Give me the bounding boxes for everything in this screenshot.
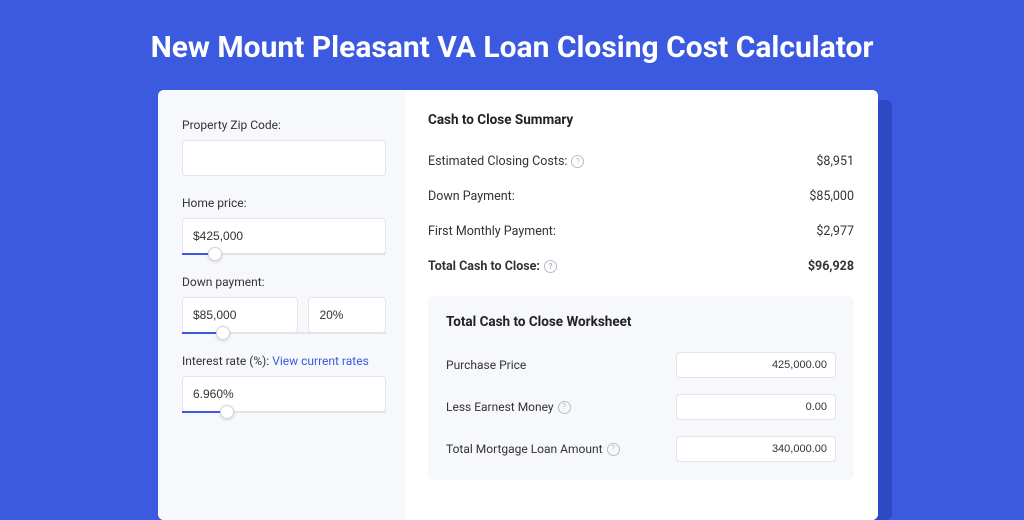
down-payment-amount-input[interactable]: [182, 297, 298, 333]
summary-value: $8,951: [816, 154, 854, 169]
interest-rate-label: Interest rate (%): View current rates: [182, 354, 386, 368]
worksheet-label-text: Purchase Price: [446, 358, 526, 372]
worksheet-label: Purchase Price: [446, 358, 526, 372]
calculator-card: Property Zip Code: Home price: Down paym…: [158, 90, 878, 520]
summary-value: $96,928: [808, 259, 854, 274]
worksheet-row: Less Earnest Money ?: [446, 386, 836, 428]
view-rates-link[interactable]: View current rates: [272, 354, 369, 368]
summary-label-text: Down Payment:: [428, 189, 515, 204]
down-payment-percent-input[interactable]: [308, 297, 386, 333]
summary-row: Estimated Closing Costs: ? $8,951: [428, 144, 854, 179]
summary-label: First Monthly Payment:: [428, 224, 556, 239]
zip-label: Property Zip Code:: [182, 118, 386, 132]
summary-value: $2,977: [816, 224, 854, 239]
summary-label: Total Cash to Close: ?: [428, 259, 557, 274]
worksheet-label-text: Total Mortgage Loan Amount: [446, 442, 603, 456]
summary-label-text: First Monthly Payment:: [428, 224, 556, 239]
field-interest-rate: Interest rate (%): View current rates: [182, 354, 386, 413]
worksheet-label-text: Less Earnest Money: [446, 400, 554, 414]
help-icon[interactable]: ?: [607, 443, 620, 456]
field-home-price: Home price:: [182, 196, 386, 255]
slider-thumb[interactable]: [216, 326, 230, 340]
interest-rate-label-text: Interest rate (%):: [182, 354, 272, 368]
home-price-slider[interactable]: [182, 253, 386, 255]
summary-heading: Cash to Close Summary: [428, 112, 854, 128]
field-zip: Property Zip Code:: [182, 118, 386, 176]
worksheet-row: Purchase Price: [446, 344, 836, 386]
summary-row: First Monthly Payment: $2,977: [428, 214, 854, 249]
summary-label-text: Total Cash to Close:: [428, 259, 540, 274]
inputs-panel: Property Zip Code: Home price: Down paym…: [158, 90, 406, 520]
field-down-payment: Down payment:: [182, 275, 386, 334]
summary-label: Down Payment:: [428, 189, 515, 204]
help-icon[interactable]: ?: [558, 401, 571, 414]
worksheet-value-input[interactable]: [676, 352, 836, 378]
summary-row: Down Payment: $85,000: [428, 179, 854, 214]
results-panel: Cash to Close Summary Estimated Closing …: [406, 90, 878, 520]
summary-label: Estimated Closing Costs: ?: [428, 154, 584, 169]
page-title: New Mount Pleasant VA Loan Closing Cost …: [0, 0, 1024, 90]
summary-label-text: Estimated Closing Costs:: [428, 154, 567, 169]
worksheet-heading: Total Cash to Close Worksheet: [446, 314, 836, 330]
worksheet-value-input[interactable]: [676, 436, 836, 462]
worksheet-section: Total Cash to Close Worksheet Purchase P…: [428, 296, 854, 480]
slider-thumb[interactable]: [208, 247, 222, 261]
slider-thumb[interactable]: [220, 405, 234, 419]
home-price-label: Home price:: [182, 196, 386, 210]
worksheet-row: Total Mortgage Loan Amount ?: [446, 428, 836, 470]
summary-value: $85,000: [809, 189, 854, 204]
down-payment-label: Down payment:: [182, 275, 386, 289]
interest-rate-slider[interactable]: [182, 411, 386, 413]
help-icon[interactable]: ?: [571, 155, 584, 168]
zip-input[interactable]: [182, 140, 386, 176]
down-payment-slider[interactable]: [182, 332, 386, 334]
worksheet-value-input[interactable]: [676, 394, 836, 420]
worksheet-label: Total Mortgage Loan Amount ?: [446, 442, 620, 456]
help-icon[interactable]: ?: [544, 260, 557, 273]
interest-rate-input[interactable]: [182, 376, 386, 412]
summary-row-total: Total Cash to Close: ? $96,928: [428, 249, 854, 284]
worksheet-label: Less Earnest Money ?: [446, 400, 571, 414]
